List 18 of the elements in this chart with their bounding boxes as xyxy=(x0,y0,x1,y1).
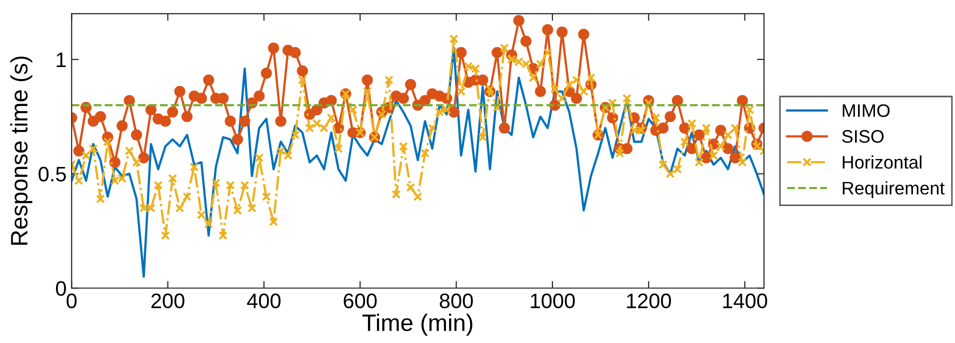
y-tick-label: 0.5 xyxy=(38,166,66,182)
legend-label: Horizontal xyxy=(842,155,922,169)
legend-label: SISO xyxy=(842,130,884,143)
x-tick-label: 0 xyxy=(66,294,77,308)
y-tick-label: 1 xyxy=(56,52,66,67)
x-tick-label: 1400 xyxy=(723,294,768,308)
legend-label: Requirement xyxy=(842,181,945,198)
x-axis-title: Time (min) xyxy=(362,314,472,336)
y-axis-title: Response time (s) xyxy=(10,56,32,245)
legend-label: MIMO xyxy=(842,104,890,117)
line-series xyxy=(72,46,764,278)
y-tick-label: 0 xyxy=(56,281,66,296)
x-tick-label: 400 xyxy=(247,294,281,308)
x-tick-label: 1200 xyxy=(627,294,671,308)
x-tick-label: 1000 xyxy=(530,294,575,308)
x-tick-label: 600 xyxy=(344,294,377,308)
x-tick-label: 200 xyxy=(151,294,184,308)
x-tick-label: 800 xyxy=(440,294,473,308)
